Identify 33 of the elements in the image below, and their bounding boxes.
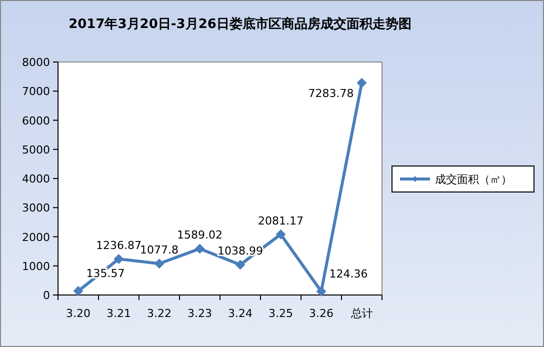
x-tick-label: 3.24	[228, 307, 252, 320]
x-tick-label: 总计	[350, 307, 373, 320]
point	[114, 254, 124, 264]
point	[73, 286, 84, 296]
point	[356, 78, 367, 88]
y-tick-label: 7000	[22, 85, 50, 98]
point	[276, 229, 286, 240]
y-tick-label: 2000	[22, 230, 50, 244]
data-label: 7283.78	[308, 86, 354, 100]
y-tick-label: 0	[43, 289, 50, 302]
data-label: 1589.02	[177, 228, 222, 242]
point	[235, 260, 246, 270]
legend-label: 成交面积（㎡）	[435, 173, 512, 186]
point	[316, 286, 326, 296]
x-tick-label: 3.26	[309, 307, 334, 320]
y-tick-label: 1000	[22, 260, 50, 273]
x-tick-label: 3.20	[66, 307, 90, 320]
x-tick-label: 3.25	[268, 307, 293, 320]
x-tick-label: 3.23	[188, 307, 212, 320]
data-label: 1077.8	[140, 244, 178, 257]
y-tick-label: 6000	[22, 114, 50, 128]
data-label: 1236.87	[96, 238, 142, 252]
y-tick-label: 5000	[22, 143, 50, 156]
point	[194, 244, 205, 254]
y-tick-label: 3000	[22, 202, 50, 215]
data-label: 124.36	[329, 267, 368, 280]
x-tick-label: 3.22	[147, 307, 172, 320]
data-label: 2081.17	[258, 214, 304, 228]
point	[154, 258, 164, 269]
y-tick-label: 4000	[22, 172, 50, 186]
chart-title: 2017年3月20日-3月26日娄底市区商品房成交面积走势图	[68, 16, 412, 32]
x-tick-label: 3.21	[106, 307, 131, 320]
y-tick-label: 8000	[22, 56, 50, 69]
